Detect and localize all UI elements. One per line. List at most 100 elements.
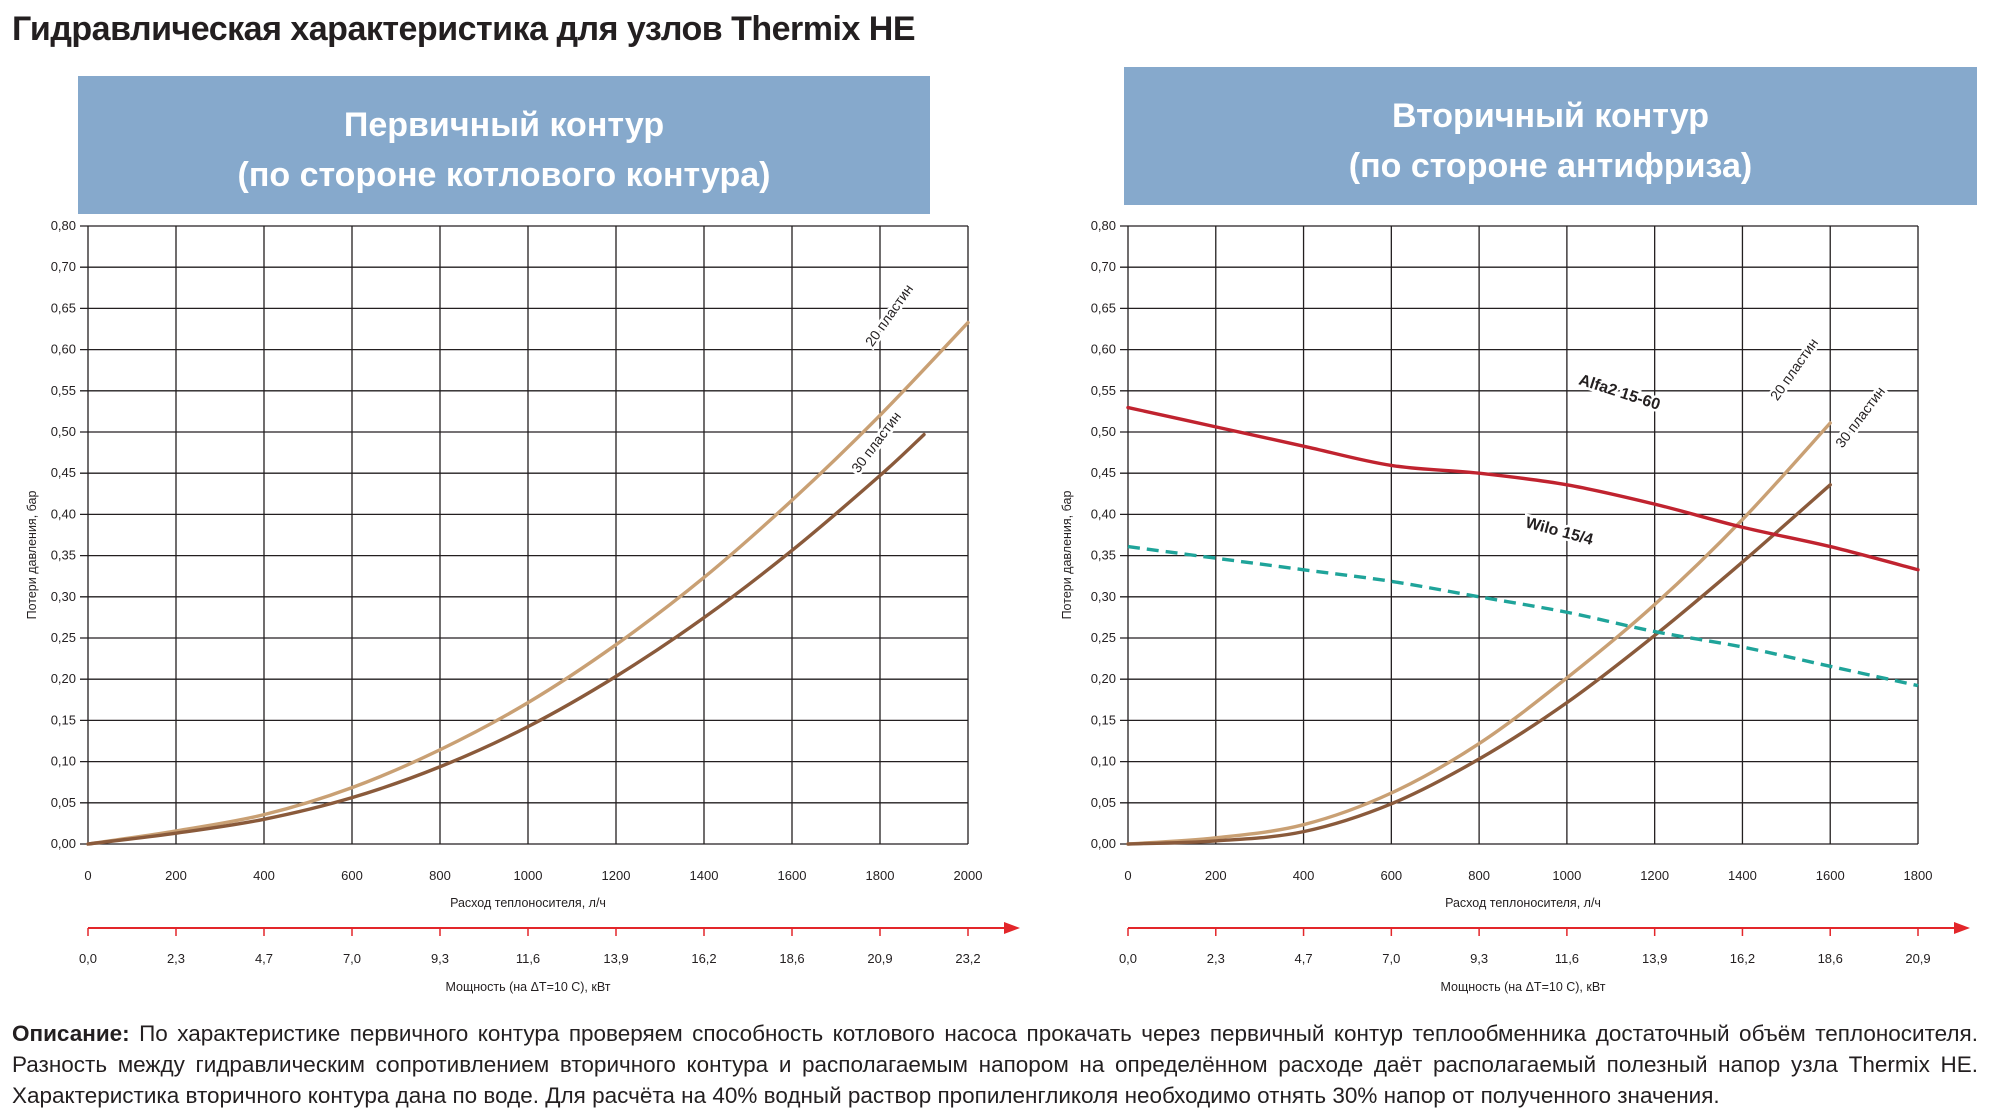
chart1-x-tick-label: 200 bbox=[165, 868, 187, 883]
chart2-y-tick-label: 0,30 bbox=[1091, 589, 1116, 604]
chart2-power-tick-label: 0,0 bbox=[1119, 951, 1137, 966]
chart2-y-tick-label: 0,60 bbox=[1091, 342, 1116, 357]
chart2-y-tick-label: 0,05 bbox=[1091, 795, 1116, 810]
chart2-y-tick-label: 0,45 bbox=[1091, 465, 1116, 480]
chart2-power-tick-label: 18,6 bbox=[1818, 951, 1843, 966]
primary-circuit-title: Первичный контур bbox=[343, 106, 665, 144]
chart1-series-line bbox=[86, 320, 970, 846]
chart2-x-tick-label: 600 bbox=[1380, 868, 1402, 883]
chart1-series-label: 20 пластин bbox=[862, 281, 916, 349]
chart1-power-tick-label: 20,9 bbox=[867, 951, 892, 966]
chart1-y-tick-label: 0,25 bbox=[51, 630, 76, 645]
chart1-power-tick-label: 2,3 bbox=[167, 951, 185, 966]
chart1-x-tick-label: 0 bbox=[84, 868, 91, 883]
chart2-power-tick-label: 4,7 bbox=[1295, 951, 1313, 966]
chart2-x-tick-label: 400 bbox=[1293, 868, 1315, 883]
chart1-y-tick-label: 0,50 bbox=[51, 424, 76, 439]
chart1-x-axis-title: Расход теплоносителя, л/ч bbox=[450, 896, 606, 910]
chart1-power-tick-label: 11,6 bbox=[516, 951, 540, 966]
chart1-x-tick-label: 800 bbox=[429, 868, 451, 883]
page-title: Гидравлическая характеристика для узлов … bbox=[12, 10, 916, 48]
chart1-series-line bbox=[86, 432, 926, 846]
description-text: По характеристике первичного контура про… bbox=[12, 1021, 1978, 1108]
chart2-power-axis-title: Мощность (на ΔT=10 C), кВт bbox=[1440, 980, 1605, 994]
chart1-x-tick-label: 1800 bbox=[866, 868, 895, 883]
chart1-power-tick-label: 23,2 bbox=[955, 951, 980, 966]
chart2-y-tick-label: 0,20 bbox=[1091, 671, 1116, 686]
chart1-y-tick-label: 0,20 bbox=[51, 671, 76, 686]
chart1-y-tick-label: 0,40 bbox=[51, 506, 76, 521]
chart1-power-tick-label: 13,9 bbox=[603, 951, 628, 966]
primary-circuit-banner: Первичный контур (по стороне котлового к… bbox=[78, 76, 930, 214]
chart2-y-tick-label: 0,80 bbox=[1091, 218, 1116, 233]
chart2-series-label: 20 пластин bbox=[1767, 335, 1821, 403]
chart1-y-tick-label: 0,05 bbox=[51, 795, 76, 810]
chart2-y-tick-label: 0,70 bbox=[1091, 259, 1116, 274]
chart2-power-tick-label: 9,3 bbox=[1470, 951, 1488, 966]
chart2-y-tick-label: 0,40 bbox=[1091, 506, 1116, 521]
chart2-power-tick-label: 7,0 bbox=[1382, 951, 1400, 966]
chart1-power-tick-label: 18,6 bbox=[779, 951, 804, 966]
chart2-power-tick-label: 16,2 bbox=[1730, 951, 1755, 966]
chart1-y-tick-label: 0,60 bbox=[51, 342, 76, 357]
primary-circuit-subtitle: (по стороне котлового контура) bbox=[237, 156, 771, 194]
chart2-y-tick-label: 0,15 bbox=[1091, 712, 1116, 727]
chart2-series-label: Alfa2 15-60 bbox=[1577, 372, 1663, 414]
chart2-power-tick-label: 2,3 bbox=[1207, 951, 1225, 966]
chart2-series-line bbox=[1126, 483, 1832, 846]
chart1-x-tick-label: 2000 bbox=[954, 868, 983, 883]
chart2-x-tick-label: 1800 bbox=[1904, 868, 1933, 883]
chart2-x-axis-title: Расход теплоносителя, л/ч bbox=[1445, 896, 1601, 910]
chart2-y-tick-label: 0,00 bbox=[1091, 836, 1116, 851]
chart2-power-tick-label: 13,9 bbox=[1642, 951, 1667, 966]
chart1-power-tick-label: 4,7 bbox=[255, 951, 273, 966]
chart2-series-line bbox=[1126, 421, 1832, 846]
chart1-x-tick-label: 1400 bbox=[690, 868, 719, 883]
chart2-y-tick-label: 0,10 bbox=[1091, 754, 1116, 769]
chart2-series-label: 30 пластин bbox=[1832, 383, 1888, 450]
chart1-y-tick-label: 0,10 bbox=[51, 754, 76, 769]
chart2-series-line bbox=[1126, 405, 1920, 572]
secondary-circuit-title: Вторичный контур bbox=[1391, 97, 1709, 135]
chart2-x-tick-label: 1400 bbox=[1728, 868, 1757, 883]
chart1-y-tick-label: 0,45 bbox=[51, 465, 76, 480]
description-label: Описание: bbox=[12, 1021, 130, 1046]
chart1-y-tick-label: 0,00 bbox=[51, 836, 76, 851]
chart1-power-tick-label: 7,0 bbox=[343, 951, 361, 966]
chart1-power-tick-label: 9,3 bbox=[431, 951, 449, 966]
hydraulic-charts: 0,000,050,100,150,200,250,300,350,400,45… bbox=[25, 218, 1970, 994]
chart1-y-tick-label: 0,80 bbox=[51, 218, 76, 233]
chart1-y-tick-label: 0,15 bbox=[51, 712, 76, 727]
chart1-y-tick-label: 0,35 bbox=[51, 548, 76, 563]
chart1-power-tick-label: 16,2 bbox=[691, 951, 716, 966]
chart2-series-line bbox=[1127, 544, 1919, 688]
chart1-y-axis-title: Потери давления, бар bbox=[25, 491, 39, 620]
chart1-x-tick-label: 1200 bbox=[602, 868, 631, 883]
secondary-circuit-subtitle: (по стороне антифриза) bbox=[1348, 147, 1753, 185]
chart1-power-tick-label: 0,0 bbox=[79, 951, 97, 966]
chart2-y-tick-label: 0,65 bbox=[1091, 300, 1116, 315]
chart2-power-axis-arrowhead bbox=[1954, 922, 1970, 934]
chart1-x-tick-label: 600 bbox=[341, 868, 363, 883]
chart1-y-tick-label: 0,30 bbox=[51, 589, 76, 604]
chart1-y-tick-label: 0,55 bbox=[51, 383, 76, 398]
chart1-y-tick-label: 0,70 bbox=[51, 259, 76, 274]
chart2-y-tick-label: 0,50 bbox=[1091, 424, 1116, 439]
chart2-x-tick-label: 800 bbox=[1468, 868, 1490, 883]
chart2-series-label: Wilo 15/4 bbox=[1524, 514, 1595, 548]
chart2-power-tick-label: 11,6 bbox=[1555, 951, 1579, 966]
chart2-y-tick-label: 0,35 bbox=[1091, 548, 1116, 563]
chart1-y-tick-label: 0,65 bbox=[51, 300, 76, 315]
secondary-circuit-banner: Вторичный контур (по стороне антифриза) bbox=[1124, 67, 1977, 205]
chart1-x-tick-label: 1000 bbox=[514, 868, 543, 883]
chart1-power-axis-arrowhead bbox=[1004, 922, 1020, 934]
chart1-power-axis-title: Мощность (на ΔT=10 C), кВт bbox=[445, 980, 610, 994]
chart1-x-tick-label: 1600 bbox=[778, 868, 807, 883]
chart2-x-tick-label: 1200 bbox=[1640, 868, 1669, 883]
chart2-x-tick-label: 0 bbox=[1124, 868, 1131, 883]
chart2-power-tick-label: 20,9 bbox=[1905, 951, 1930, 966]
chart2-x-tick-label: 1000 bbox=[1552, 868, 1581, 883]
description: Описание: По характеристике первичного к… bbox=[12, 1018, 1978, 1111]
chart2-y-tick-label: 0,25 bbox=[1091, 630, 1116, 645]
chart2-y-axis-title: Потери давления, бар bbox=[1060, 491, 1074, 620]
